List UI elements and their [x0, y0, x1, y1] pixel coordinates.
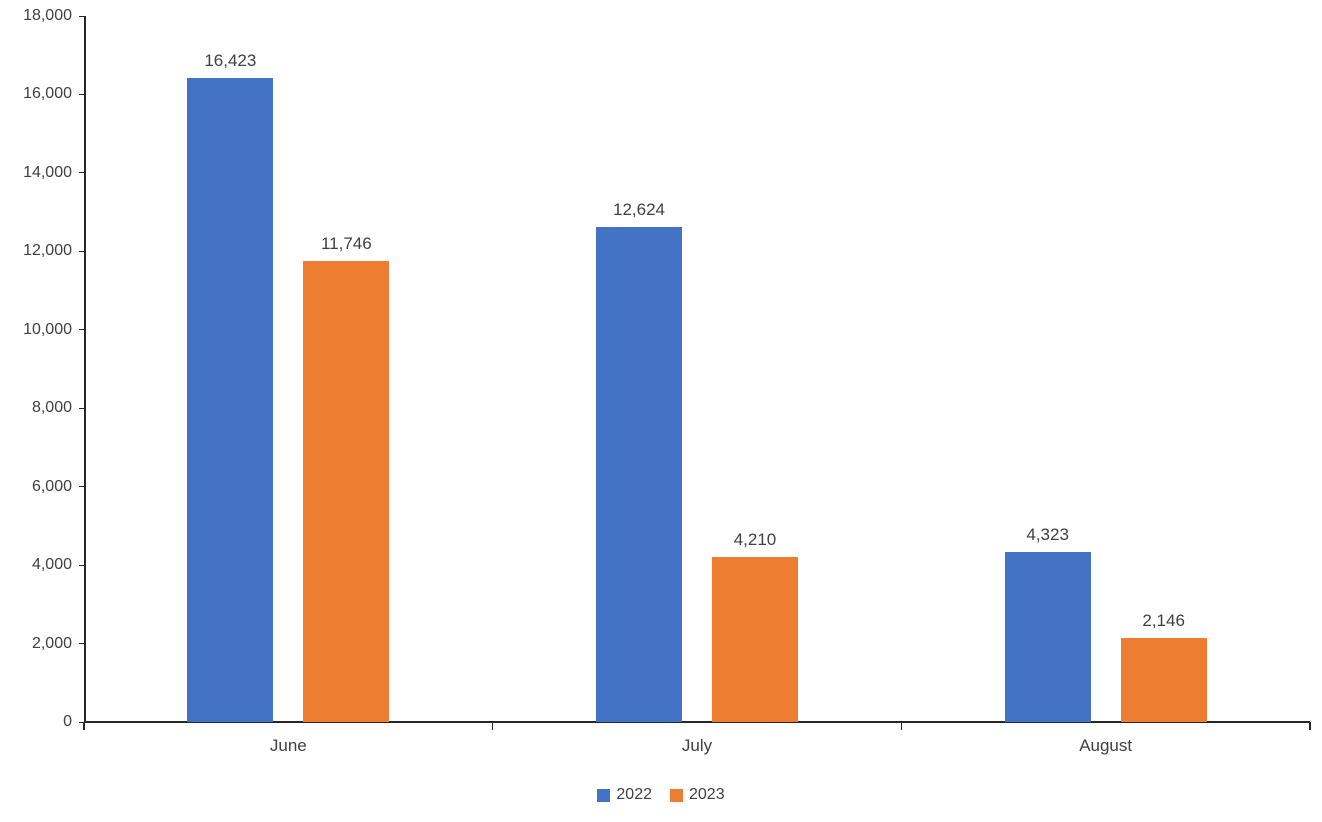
y-axis-tick-mark — [79, 564, 84, 566]
x-axis-tick-mark — [491, 722, 494, 730]
y-axis-line — [84, 16, 86, 722]
y-axis-tick-label: 8,000 — [31, 399, 72, 417]
data-label: 4,323 — [1026, 525, 1069, 545]
x-axis-category-label: August — [1079, 736, 1133, 755]
bar-2023-july — [712, 556, 798, 722]
bar-2023-august — [1120, 637, 1207, 722]
bar-2023-june — [303, 261, 390, 722]
legend-label: 2023 — [689, 786, 725, 803]
y-axis-tick-label: 4,000 — [31, 556, 72, 574]
y-axis-tick-label: 6,000 — [31, 477, 72, 495]
x-axis-tick-mark — [900, 722, 903, 730]
legend-item-2023: 2023 — [670, 786, 725, 804]
x-axis-category-label: July — [681, 736, 713, 755]
bar-2022-august — [1004, 552, 1091, 722]
x-axis-line — [84, 721, 1310, 723]
y-axis-tick-label: 2,000 — [31, 634, 72, 652]
data-label: 2,146 — [1142, 610, 1185, 630]
y-axis-tick-mark — [79, 486, 84, 488]
data-label: 16,423 — [204, 50, 257, 70]
bar-2022-july — [596, 226, 682, 722]
bar-2022-june — [187, 77, 274, 722]
y-axis-tick-mark — [79, 250, 84, 252]
y-axis-tick-label: 0 — [63, 713, 72, 730]
y-axis-tick-label: 14,000 — [23, 163, 72, 181]
y-axis-tick-mark — [79, 329, 84, 331]
legend-swatch — [597, 788, 611, 802]
y-axis-tick-label: 18,000 — [23, 7, 72, 24]
y-axis-tick-mark — [79, 15, 84, 17]
y-axis-tick-mark — [79, 407, 84, 409]
legend-label: 2022 — [616, 786, 652, 803]
y-axis-tick-label: 10,000 — [23, 320, 72, 338]
y-axis-tick-label: 12,000 — [23, 242, 72, 260]
y-axis-tick-label: 16,000 — [23, 85, 72, 103]
legend-swatch — [670, 788, 683, 802]
y-axis-tick-mark — [79, 93, 84, 95]
data-label: 12,624 — [613, 199, 665, 219]
legend-item-2022: 2022 — [597, 786, 652, 804]
y-axis-tick-mark — [79, 172, 84, 174]
y-axis-tick-mark — [79, 721, 84, 723]
legend: 2022 2023 — [0, 786, 1322, 804]
data-label: 4,210 — [733, 529, 777, 549]
y-axis-tick-mark — [79, 643, 84, 645]
data-label: 11,746 — [320, 234, 372, 254]
x-axis-category-label: June — [269, 736, 307, 755]
x-axis-tick-mark — [1309, 722, 1311, 730]
x-axis-tick-mark — [83, 722, 85, 730]
